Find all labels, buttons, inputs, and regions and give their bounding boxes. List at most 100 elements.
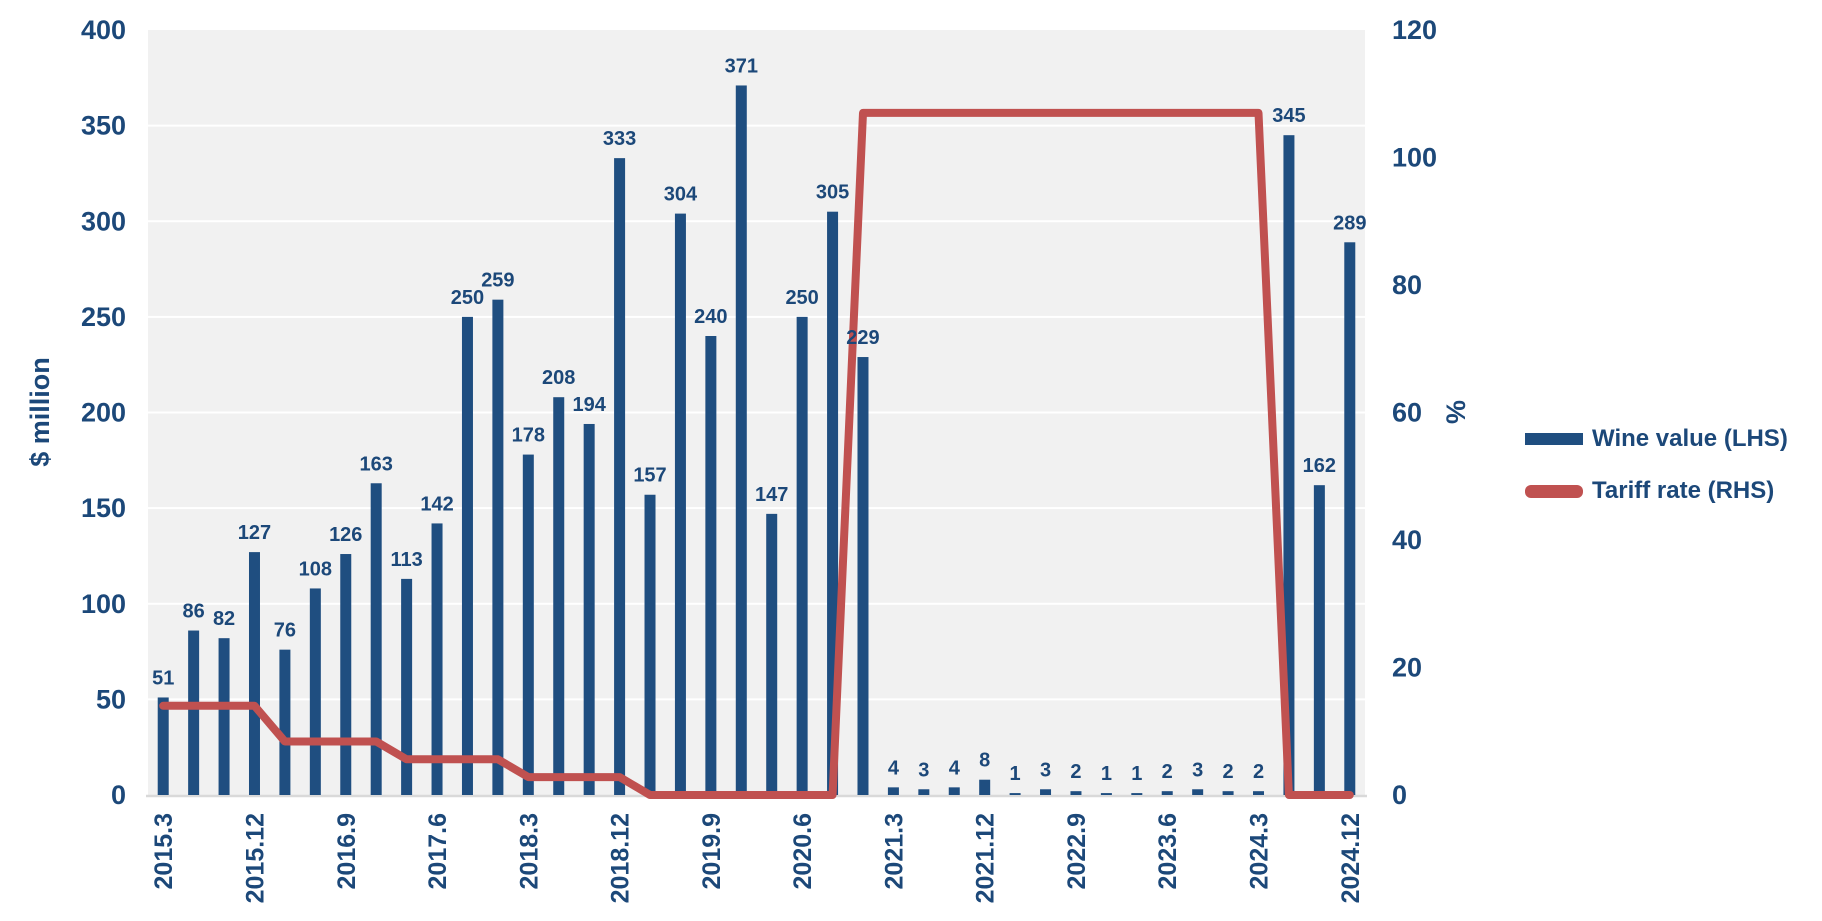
bar-value-label: 147 (755, 484, 788, 506)
bar-value-label: 2 (1162, 761, 1173, 783)
left-axis-tick-label: 200 (81, 398, 126, 428)
bar-2023.12 (1222, 791, 1234, 795)
bar-value-label: 76 (274, 620, 296, 642)
bar-value-label: 3 (1040, 759, 1051, 781)
bar-2023.3 (1131, 793, 1143, 795)
bar-value-label: 194 (572, 394, 606, 416)
bar-value-label: 371 (725, 55, 758, 77)
bar-2018.3 (522, 454, 534, 795)
bar-value-label: 345 (1272, 105, 1305, 127)
left-axis-title: $ million (25, 357, 55, 467)
bar-2015.9 (218, 638, 230, 795)
bar-2021.12 (979, 779, 991, 795)
bar-value-label: 250 (785, 287, 818, 309)
left-axis-tick-label: 250 (81, 302, 126, 332)
bar-value-label: 1 (1131, 763, 1142, 785)
bar-value-label: 4 (949, 757, 961, 779)
right-axis-tick-label: 20 (1392, 653, 1422, 683)
left-axis-tick-label: 400 (81, 15, 126, 45)
bar-value-label: 208 (542, 367, 575, 389)
bar-value-label: 86 (183, 601, 205, 623)
right-axis-ticks: 0 20 40 60 80 100 120 (1392, 15, 1437, 810)
bar-2019.3 (644, 494, 656, 795)
legend-item-tariff-rate: Tariff rate (RHS) (1525, 477, 1788, 504)
bar-value-label: 250 (451, 287, 484, 309)
bar-value-label: 305 (816, 182, 849, 204)
bar-2024.3 (1253, 791, 1265, 795)
x-axis-tick-label: 2017.6 (424, 813, 452, 889)
bar-2022.12 (1100, 793, 1112, 795)
bar-value-label: 229 (846, 327, 879, 349)
bar-value-label: 2 (1253, 761, 1264, 783)
bar-value-label: 259 (481, 270, 514, 292)
bar-value-label: 82 (213, 608, 235, 630)
bar-value-label: 113 (390, 549, 422, 571)
bar-value-label: 3 (1192, 759, 1203, 781)
bar-2017.6 (431, 523, 443, 795)
bar-2018.12 (614, 158, 626, 795)
bar-2018.6 (553, 397, 565, 795)
bar-2017.9 (461, 316, 473, 795)
x-axis-tick-label: 2023.6 (1154, 813, 1182, 889)
bar-2023.6 (1161, 791, 1173, 795)
x-axis-tick-label: 2015.3 (150, 813, 178, 889)
right-axis-tick-label: 60 (1392, 398, 1422, 428)
bar-2020.3 (766, 513, 778, 795)
legend: Wine value (LHS) Tariff rate (RHS) (1525, 425, 1788, 504)
left-axis-ticks: 0 50 100 150 200 250 300 350 400 (81, 15, 126, 810)
bar-value-label: 2 (1070, 761, 1081, 783)
bar-2019.9 (705, 336, 717, 795)
bar-2017.3 (401, 578, 413, 795)
x-axis-tick-label: 2021.12 (972, 813, 1000, 903)
right-axis-tick-label: 80 (1392, 270, 1422, 300)
right-axis-tick-label: 40 (1392, 525, 1422, 555)
bar-value-label: 127 (238, 522, 271, 544)
bar-2019.12 (735, 85, 747, 795)
bar-2020.12 (857, 357, 869, 795)
right-axis-tick-label: 0 (1392, 780, 1407, 810)
bar-2016.9 (340, 554, 352, 795)
bar-value-label: 162 (1303, 455, 1336, 477)
bar-value-label: 4 (888, 757, 900, 779)
right-axis-tick-label: 120 (1392, 15, 1437, 45)
bar-value-label: 1 (1101, 763, 1112, 785)
right-axis-tick-label: 100 (1392, 143, 1437, 173)
bar-2024.12 (1344, 242, 1356, 796)
bar-value-label: 1 (1010, 763, 1021, 785)
left-axis-tick-label: 100 (81, 589, 126, 619)
legend-item-wine-value: Wine value (LHS) (1525, 425, 1788, 452)
bar-2015.3 (157, 697, 169, 795)
bar-value-label: 3 (918, 759, 929, 781)
bar-2024.9 (1313, 485, 1325, 795)
bar-value-label: 304 (664, 184, 698, 206)
bar-value-label: 2 (1223, 761, 1234, 783)
bar-2018.9 (583, 423, 595, 795)
bar-value-label: 126 (329, 524, 362, 546)
left-axis-tick-label: 300 (81, 206, 126, 236)
bar-value-label: 157 (633, 465, 666, 487)
bar-2019.6 (674, 213, 686, 796)
bar-2021.6 (918, 789, 930, 795)
bar-value-label: 51 (152, 667, 174, 689)
x-axis-tick-label: 2024.12 (1337, 813, 1365, 903)
left-axis-tick-label: 50 (96, 684, 126, 714)
left-axis-tick-label: 0 (111, 780, 126, 810)
bar-2021.9 (948, 787, 960, 795)
x-axis-tick-label: 2022.9 (1063, 813, 1091, 889)
x-axis-tick-label: 2016.9 (333, 813, 361, 889)
x-axis-tick-label: 2020.6 (789, 813, 817, 889)
tariff-rate-swatch-icon (1525, 484, 1583, 498)
left-axis-tick-label: 350 (81, 111, 126, 141)
x-axis-tick-label: 2015.12 (241, 813, 269, 903)
bar-value-label: 333 (603, 128, 636, 150)
bar-2021.3 (887, 787, 899, 795)
bar-value-label: 108 (299, 558, 332, 580)
tariff-rate-legend-label: Tariff rate (RHS) (1592, 477, 1775, 504)
bar-2023.9 (1192, 789, 1204, 795)
bar-2020.9 (827, 211, 839, 795)
bar-2024.6 (1283, 135, 1295, 795)
x-axis-tick-label: 2019.9 (698, 813, 726, 889)
